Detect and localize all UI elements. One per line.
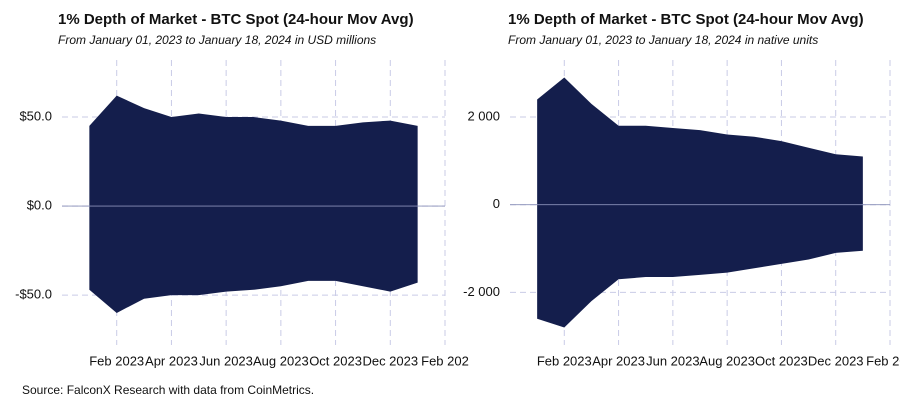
x-tick-label: Dec 2023 — [362, 353, 418, 368]
x-tick-label: Jun 2023 — [199, 353, 253, 368]
x-tick-label: Jun 2023 — [646, 353, 700, 368]
chart-title: 1% Depth of Market - BTC Spot (24-hour M… — [508, 11, 864, 28]
x-tick-label: Feb 2023 — [537, 353, 592, 368]
source-note: Source: FalconX Research with data from … — [22, 383, 314, 397]
area — [89, 95, 418, 207]
x-tick-label: Dec 2023 — [808, 353, 864, 368]
x-tick-label: Aug 2023 — [253, 353, 309, 368]
x-tick-label: Apr 2023 — [145, 353, 198, 368]
x-tick-label: Apr 2023 — [592, 353, 645, 368]
y-tick-label: -2 000 — [463, 284, 500, 299]
x-tick-label: Feb 2023 — [89, 353, 144, 368]
y-tick-label: $50.0 — [19, 108, 52, 123]
y-tick-label: -$50.0 — [15, 287, 52, 302]
x-tick-label: Aug 2023 — [699, 353, 755, 368]
chart-subtitle: From January 01, 2023 to January 18, 202… — [508, 33, 818, 47]
area — [537, 204, 863, 328]
x-tick-label: Oct 2023 — [309, 353, 362, 368]
chart-subtitle: From January 01, 2023 to January 18, 202… — [58, 33, 376, 47]
chart-title: 1% Depth of Market - BTC Spot (24-hour M… — [58, 11, 414, 28]
x-tick-label: Feb 202 — [866, 353, 900, 368]
area — [537, 77, 863, 205]
x-tick-label: Feb 202 — [421, 353, 469, 368]
area — [89, 206, 418, 313]
y-tick-label: 0 — [493, 196, 500, 211]
y-tick-label: 2 000 — [467, 108, 500, 123]
y-tick-label: $0.0 — [27, 198, 52, 213]
x-tick-label: Oct 2023 — [755, 353, 808, 368]
